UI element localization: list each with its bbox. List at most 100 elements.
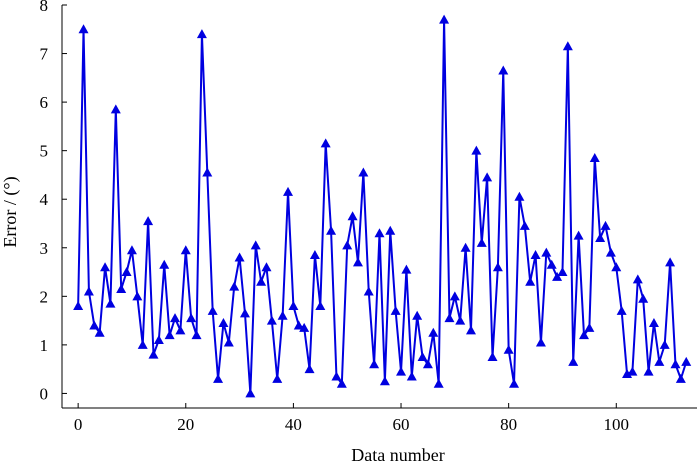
- x-tick-label: 100: [604, 415, 630, 434]
- data-point-marker: [444, 313, 455, 323]
- data-point-marker: [137, 339, 148, 349]
- data-point-marker: [218, 318, 229, 328]
- data-point-marker: [239, 308, 250, 318]
- x-tick-label: 80: [500, 415, 517, 434]
- data-point-marker: [465, 325, 476, 335]
- data-point-marker: [675, 373, 686, 383]
- data-point-marker: [132, 291, 143, 301]
- x-tick-label: 0: [74, 415, 83, 434]
- data-point-marker: [191, 330, 202, 340]
- y-tick-label: 2: [40, 287, 49, 306]
- data-point-marker: [374, 228, 385, 238]
- data-point-marker: [417, 352, 428, 362]
- data-point-marker: [412, 310, 423, 320]
- data-point-marker: [482, 172, 493, 182]
- data-point-marker: [600, 220, 611, 230]
- data-point-marker: [175, 325, 186, 335]
- y-tick-label: 0: [40, 384, 49, 403]
- x-axis-title: Data number: [351, 445, 444, 465]
- data-point-marker: [196, 29, 207, 39]
- data-point-marker: [460, 242, 471, 252]
- data-point-marker: [110, 104, 121, 114]
- data-point-marker: [648, 318, 659, 328]
- data-point-marker: [439, 14, 450, 24]
- data-point-marker: [584, 322, 595, 332]
- data-point-marker: [358, 167, 369, 177]
- data-point-marker: [552, 271, 563, 281]
- data-point-marker: [78, 24, 89, 34]
- data-point-marker: [455, 315, 466, 325]
- y-tick-label: 3: [40, 239, 49, 258]
- data-point-marker: [385, 225, 396, 235]
- data-point-marker: [535, 337, 546, 347]
- data-point-marker: [272, 373, 283, 383]
- data-point-marker: [665, 257, 676, 267]
- data-point-marker: [315, 301, 326, 311]
- data-point-marker: [487, 352, 498, 362]
- y-tick-label: 1: [40, 336, 49, 355]
- data-point-marker: [105, 298, 116, 308]
- data-point-marker: [573, 230, 584, 240]
- data-point-marker: [266, 315, 277, 325]
- data-point-marker: [326, 225, 337, 235]
- data-point-marker: [170, 313, 181, 323]
- data-point-marker: [406, 371, 417, 381]
- data-point-marker: [304, 364, 315, 374]
- data-point-marker: [309, 250, 320, 260]
- data-point-marker: [250, 240, 261, 250]
- y-tick-label: 8: [40, 0, 49, 15]
- data-point-marker: [94, 327, 105, 337]
- data-point-marker: [299, 322, 310, 332]
- axes: [61, 5, 697, 409]
- data-point-marker: [638, 293, 649, 303]
- data-point-marker: [143, 216, 154, 226]
- data-point-marker: [541, 247, 552, 257]
- y-tick-label: 4: [40, 190, 49, 209]
- data-point-marker: [622, 369, 633, 379]
- data-point-marker: [116, 284, 127, 294]
- data-point-marker: [245, 388, 256, 398]
- data-point-marker: [449, 291, 460, 301]
- data-point-marker: [519, 220, 530, 230]
- data-point-marker: [83, 286, 94, 296]
- x-tick-label: 20: [177, 415, 194, 434]
- y-tick-label: 7: [40, 45, 49, 64]
- y-tick-label: 6: [40, 93, 49, 112]
- data-point-marker: [589, 152, 600, 162]
- data-point-marker: [611, 262, 622, 272]
- data-point-marker: [632, 274, 643, 284]
- data-point-marker: [525, 276, 536, 286]
- data-point-marker: [396, 366, 407, 376]
- data-point-marker: [331, 371, 342, 381]
- data-point-marker: [352, 257, 363, 267]
- data-point-marker: [126, 245, 137, 255]
- data-point-marker: [121, 267, 132, 277]
- data-point-marker: [509, 378, 520, 388]
- data-point-marker: [153, 335, 164, 345]
- y-axis-title: Error / (°): [0, 176, 21, 247]
- data-point-marker: [336, 378, 347, 388]
- data-point-marker: [643, 366, 654, 376]
- data-point-marker: [342, 240, 353, 250]
- data-point-marker: [433, 378, 444, 388]
- data-point-marker: [428, 327, 439, 337]
- data-point-marker: [568, 356, 579, 366]
- data-point-marker: [256, 276, 267, 286]
- data-point-marker: [654, 356, 665, 366]
- data-point-marker: [202, 167, 213, 177]
- data-point-marker: [546, 259, 557, 269]
- data-point-marker: [369, 359, 380, 369]
- data-point-marker: [498, 65, 509, 75]
- data-point-marker: [229, 281, 240, 291]
- data-point-marker: [283, 186, 294, 196]
- data-point-marker: [670, 359, 681, 369]
- data-point-marker: [659, 339, 670, 349]
- x-tick-label: 40: [285, 415, 302, 434]
- y-tick-label: 5: [40, 142, 49, 161]
- data-point-marker: [288, 301, 299, 311]
- data-point-marker: [627, 366, 638, 376]
- x-ticks: 0 20 40 60 80 100: [74, 403, 629, 434]
- data-point-marker: [530, 250, 541, 260]
- data-point-marker: [492, 262, 503, 272]
